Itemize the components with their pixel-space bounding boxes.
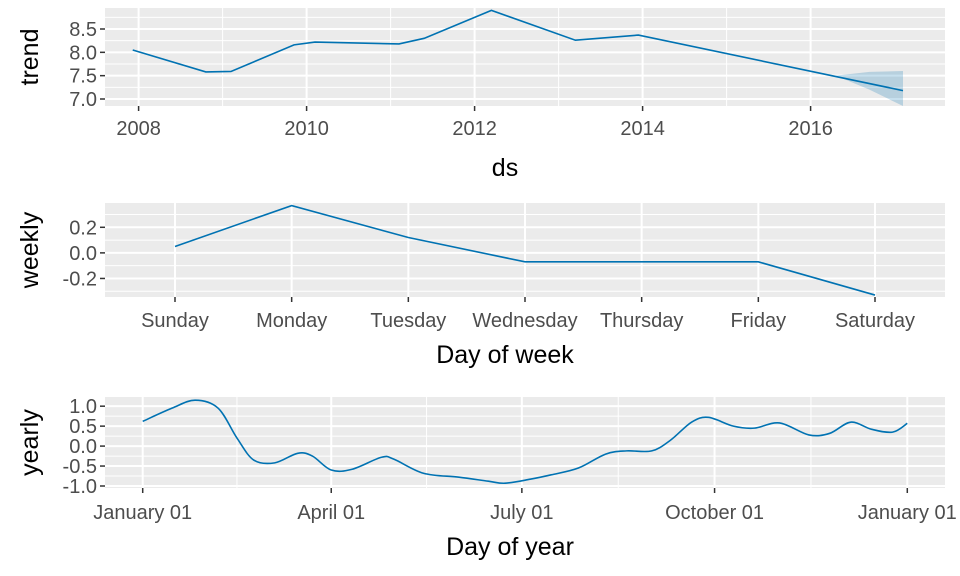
yearly-x-tick-label: January 01 bbox=[858, 502, 957, 524]
weekly-y-tick-label: 0.0 bbox=[69, 243, 97, 265]
yearly-x-tick-label: July 01 bbox=[490, 502, 553, 524]
trend-panel-background bbox=[105, 8, 945, 106]
yearly-y-axis-title: yearly bbox=[16, 409, 44, 476]
weekly-x-tick-label: Friday bbox=[731, 310, 787, 332]
yearly-y-tick-label: 1.0 bbox=[69, 396, 97, 418]
trend-panel-group bbox=[100, 8, 945, 111]
trend-y-tick-label: 7.5 bbox=[69, 66, 97, 88]
trend-y-axis-title: trend bbox=[16, 29, 44, 86]
weekly-x-tick-label: Saturday bbox=[835, 310, 915, 332]
yearly-y-tick-label: 0.5 bbox=[69, 416, 97, 438]
yearly-x-tick-label: January 01 bbox=[93, 502, 192, 524]
weekly-x-tick-label: Monday bbox=[256, 310, 327, 332]
weekly-x-tick-label: Tuesday bbox=[370, 310, 446, 332]
weekly-y-tick-label: -0.2 bbox=[63, 268, 97, 290]
weekly-x-tick-label: Wednesday bbox=[472, 310, 577, 332]
trend-y-tick-label: 8.5 bbox=[69, 19, 97, 41]
weekly-x-tick-label: Thursday bbox=[600, 310, 683, 332]
trend-series-line bbox=[132, 9, 904, 92]
trend-x-tick-label: 2008 bbox=[116, 118, 161, 140]
trend-y-tick-label: 8.0 bbox=[69, 42, 97, 64]
weekly-panel-group bbox=[100, 203, 945, 302]
yearly-y-tick-label: -0.5 bbox=[63, 456, 97, 478]
weekly-x-axis-title: Day of week bbox=[436, 341, 574, 369]
trend-y-tick-label: 7.0 bbox=[69, 89, 97, 111]
yearly-y-tick-label: -1.0 bbox=[63, 476, 97, 498]
yearly-series-line bbox=[142, 399, 908, 485]
yearly-x-tick-label: April 01 bbox=[297, 502, 365, 524]
yearly-x-axis-title: Day of year bbox=[446, 533, 574, 561]
trend-x-tick-label: 2012 bbox=[452, 118, 497, 140]
weekly-series-line bbox=[174, 204, 876, 296]
weekly-y-axis-title: weekly bbox=[16, 211, 44, 289]
yearly-x-tick-label: October 01 bbox=[665, 502, 764, 524]
yearly-panel-group bbox=[100, 397, 945, 493]
trend-x-tick-label: 2014 bbox=[620, 118, 665, 140]
yearly-panel-background bbox=[105, 397, 945, 488]
weekly-y-tick-label: 0.2 bbox=[69, 217, 97, 239]
yearly-y-tick-label: 0.0 bbox=[69, 436, 97, 458]
trend-x-tick-label: 2016 bbox=[788, 118, 833, 140]
trend-x-axis-title: ds bbox=[492, 154, 518, 182]
trend-x-tick-label: 2010 bbox=[284, 118, 329, 140]
weekly-x-tick-label: Sunday bbox=[141, 310, 209, 332]
